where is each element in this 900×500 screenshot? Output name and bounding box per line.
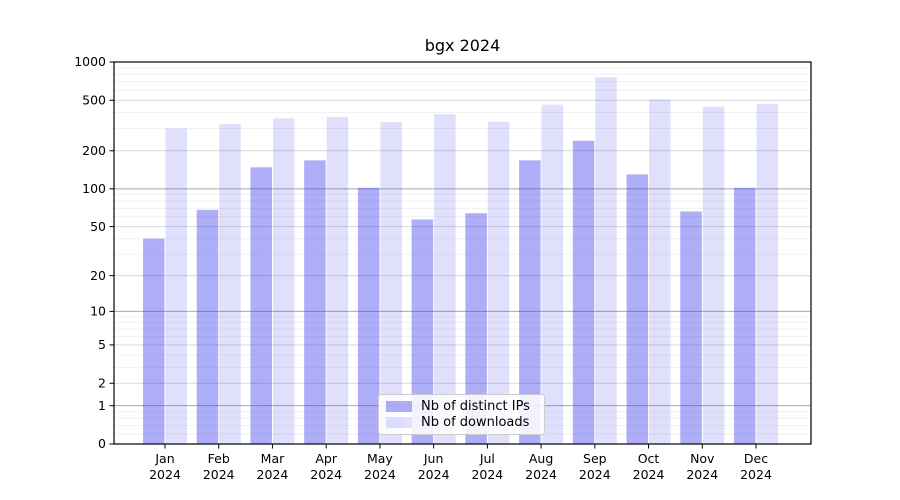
- bar-nb-of-downloads-nov-2024: [702, 106, 725, 444]
- bar-nb-of-downloads-aug-2024: [541, 104, 564, 445]
- x-tick-label-month-7: Aug: [529, 451, 553, 466]
- bar-nb-of-distinct-ips-jun-2024: [411, 219, 434, 444]
- y-tick-label-100: 100: [82, 181, 106, 196]
- bar-nb-of-distinct-ips-mar-2024: [250, 167, 272, 444]
- legend-item-downloads: Nb of downloads: [386, 415, 536, 430]
- x-tick-label-month-1: Feb: [208, 451, 230, 466]
- x-tick-label-year-9: 2024: [633, 467, 665, 482]
- x-tick-label-month-3: Apr: [315, 451, 337, 466]
- y-tick-label-500: 500: [82, 92, 106, 107]
- x-tick-label-year-3: 2024: [310, 467, 342, 482]
- legend-label-distinct-ips: Nb of distinct IPs: [421, 398, 530, 414]
- x-tick-label-month-6: Jul: [479, 451, 495, 466]
- y-tick-label-200: 200: [82, 143, 106, 158]
- bar-nb-of-distinct-ips-jul-2024: [465, 213, 487, 444]
- legend-item-distinct-ips: Nb of distinct IPs: [386, 399, 536, 414]
- y-tick-label-50: 50: [90, 219, 106, 234]
- x-tick-label-month-11: Dec: [744, 451, 768, 466]
- x-tick-label-month-4: May: [367, 451, 393, 466]
- x-tick-label-month-2: Mar: [261, 451, 285, 466]
- y-tick-label-5: 5: [98, 337, 106, 352]
- x-tick-label-year-7: 2024: [525, 467, 557, 482]
- x-tick-label-year-11: 2024: [740, 467, 772, 482]
- bar-nb-of-downloads-may-2024: [380, 122, 402, 445]
- x-tick-label-month-9: Oct: [638, 451, 660, 466]
- x-tick-label-year-4: 2024: [364, 467, 396, 482]
- bar-nb-of-distinct-ips-may-2024: [357, 187, 380, 444]
- axes-border: [113, 61, 812, 445]
- bar-nb-of-downloads-dec-2024: [756, 103, 778, 445]
- y-tick-label-20: 20: [90, 268, 106, 283]
- bar-nb-of-distinct-ips-oct-2024: [626, 174, 649, 444]
- bar-nb-of-downloads-jun-2024: [434, 114, 456, 444]
- bar-nb-of-distinct-ips-sep-2024: [572, 140, 595, 444]
- bar-nb-of-distinct-ips-dec-2024: [734, 187, 756, 444]
- bar-nb-of-downloads-apr-2024: [326, 116, 349, 445]
- x-tick-label-year-0: 2024: [149, 467, 181, 482]
- bar-nb-of-downloads-sep-2024: [595, 77, 617, 444]
- x-tick-label-month-0: Jan: [154, 451, 174, 466]
- bar-nb-of-distinct-ips-aug-2024: [519, 160, 541, 444]
- bar-nb-of-downloads-mar-2024: [272, 118, 295, 444]
- bar-nb-of-downloads-jan-2024: [165, 128, 187, 444]
- x-tick-label-year-10: 2024: [686, 467, 718, 482]
- legend-label-downloads: Nb of downloads: [421, 415, 530, 431]
- bar-nb-of-distinct-ips-feb-2024: [196, 209, 219, 444]
- x-tick-label-year-2: 2024: [257, 467, 289, 482]
- bar-nb-of-downloads-feb-2024: [219, 124, 241, 445]
- x-tick-label-year-6: 2024: [471, 467, 503, 482]
- bar-nb-of-downloads-jul-2024: [487, 121, 510, 444]
- chart-title: bgx 2024: [424, 36, 501, 55]
- x-tick-label-year-1: 2024: [203, 467, 235, 482]
- y-tick-label-10: 10: [90, 304, 106, 319]
- legend-swatch-distinct-ips-icon: [386, 400, 412, 412]
- y-tick-label-1000: 1000: [74, 54, 106, 69]
- x-tick-label-year-8: 2024: [579, 467, 611, 482]
- bar-nb-of-downloads-oct-2024: [649, 99, 671, 444]
- legend: Nb of distinct IPs Nb of downloads: [378, 394, 545, 435]
- x-tick-label-month-8: Sep: [583, 451, 607, 466]
- x-tick-label-month-10: Nov: [690, 451, 715, 466]
- y-tick-label-0: 0: [98, 436, 106, 451]
- bar-nb-of-distinct-ips-jan-2024: [143, 238, 165, 444]
- x-tick-label-year-5: 2024: [418, 467, 450, 482]
- y-tick-label-2: 2: [98, 375, 106, 390]
- legend-swatch-downloads-icon: [386, 417, 412, 429]
- bar-nb-of-distinct-ips-nov-2024: [680, 211, 702, 444]
- y-tick-label-1: 1: [98, 398, 106, 413]
- x-tick-label-month-5: Jun: [423, 451, 444, 466]
- bar-nb-of-distinct-ips-apr-2024: [304, 160, 326, 444]
